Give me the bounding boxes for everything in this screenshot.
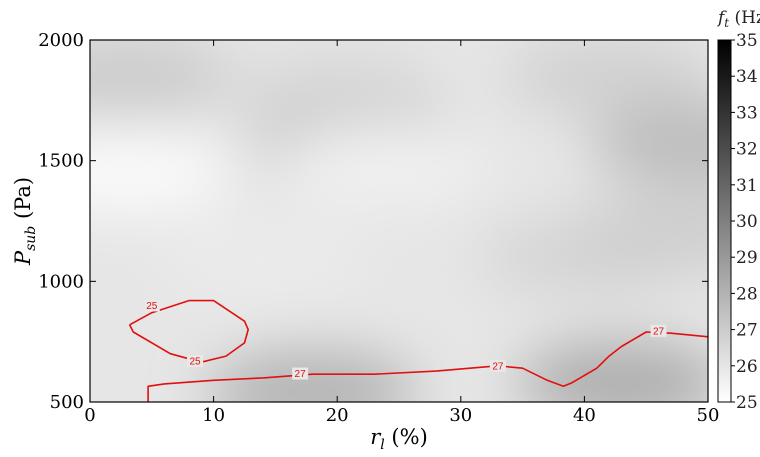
contour-label-bg xyxy=(187,354,204,367)
colorbar xyxy=(717,39,732,403)
heatmap-cell-10 xyxy=(207,350,418,402)
colorbar-tick-label: 34 xyxy=(736,67,758,87)
colorbar-tick-label: 26 xyxy=(736,357,758,377)
y-axis: 500 1000 1500 2000 xyxy=(38,30,708,413)
y-tick-label: 500 xyxy=(50,392,84,413)
x-tick-label: 50 xyxy=(697,405,720,426)
contour-label-27: 27 xyxy=(295,369,307,380)
x-tick-label: 30 xyxy=(449,405,472,426)
contour-lines xyxy=(128,299,708,402)
heatmap-cell-7 xyxy=(158,215,369,300)
heatmap-cell-9 xyxy=(565,191,708,276)
heatmap-cell-2 xyxy=(504,40,708,119)
heatmap-cell-11 xyxy=(516,340,708,402)
contour-label-27: 27 xyxy=(492,361,504,372)
colorbar-tick-label: 32 xyxy=(736,140,758,160)
contour-label-25: 25 xyxy=(189,356,201,367)
plot-area xyxy=(90,40,708,402)
contour-labels: 25 25 27 27 27 xyxy=(143,299,667,380)
y-axis-label: Psub (Pa) xyxy=(11,177,39,266)
colorbar-tick-label: 27 xyxy=(736,321,758,341)
contour-27 xyxy=(147,331,708,402)
y-tick-label: 1500 xyxy=(38,151,84,172)
y-tick-label: 1000 xyxy=(38,271,84,292)
contour-label-bg xyxy=(143,299,160,312)
colorbar-ticks: 25 26 27 28 29 30 31 32 33 34 35 xyxy=(731,31,758,413)
contour-label-bg xyxy=(489,359,506,372)
x-axis: 0 10 20 30 40 50 xyxy=(84,40,719,426)
heatmap-cell-6 xyxy=(281,123,492,208)
colorbar-tick-label: 33 xyxy=(736,103,758,123)
contour-label-bg xyxy=(292,367,309,380)
colorbar-tick-label: 25 xyxy=(736,393,758,413)
contour-25 xyxy=(128,299,249,363)
plot-frame xyxy=(89,39,709,403)
x-axis-label: rl (%) xyxy=(370,425,428,453)
contour-label-bg xyxy=(650,324,667,337)
contour-label-27: 27 xyxy=(653,326,665,337)
colorbar-tick-label: 30 xyxy=(736,212,758,232)
heatmap-cell-0 xyxy=(90,40,233,119)
contour-label-25: 25 xyxy=(146,301,158,312)
x-tick-label: 10 xyxy=(202,405,225,426)
colorbar-tick-label: 35 xyxy=(736,31,758,51)
colorbar-label: ft (Hz) xyxy=(716,8,760,30)
x-tick-label: 0 xyxy=(84,405,95,426)
heatmap-cell-4 xyxy=(590,101,708,186)
colorbar-tick-label: 29 xyxy=(736,248,758,268)
x-tick-label: 20 xyxy=(326,405,349,426)
heatmap-cell-5 xyxy=(90,130,233,215)
colorbar-tick-label: 28 xyxy=(736,284,758,304)
x-tick-label: 40 xyxy=(573,405,596,426)
heatmap-field xyxy=(90,40,708,402)
y-tick-label: 2000 xyxy=(38,30,84,51)
colorbar-tick-label: 31 xyxy=(736,176,758,196)
